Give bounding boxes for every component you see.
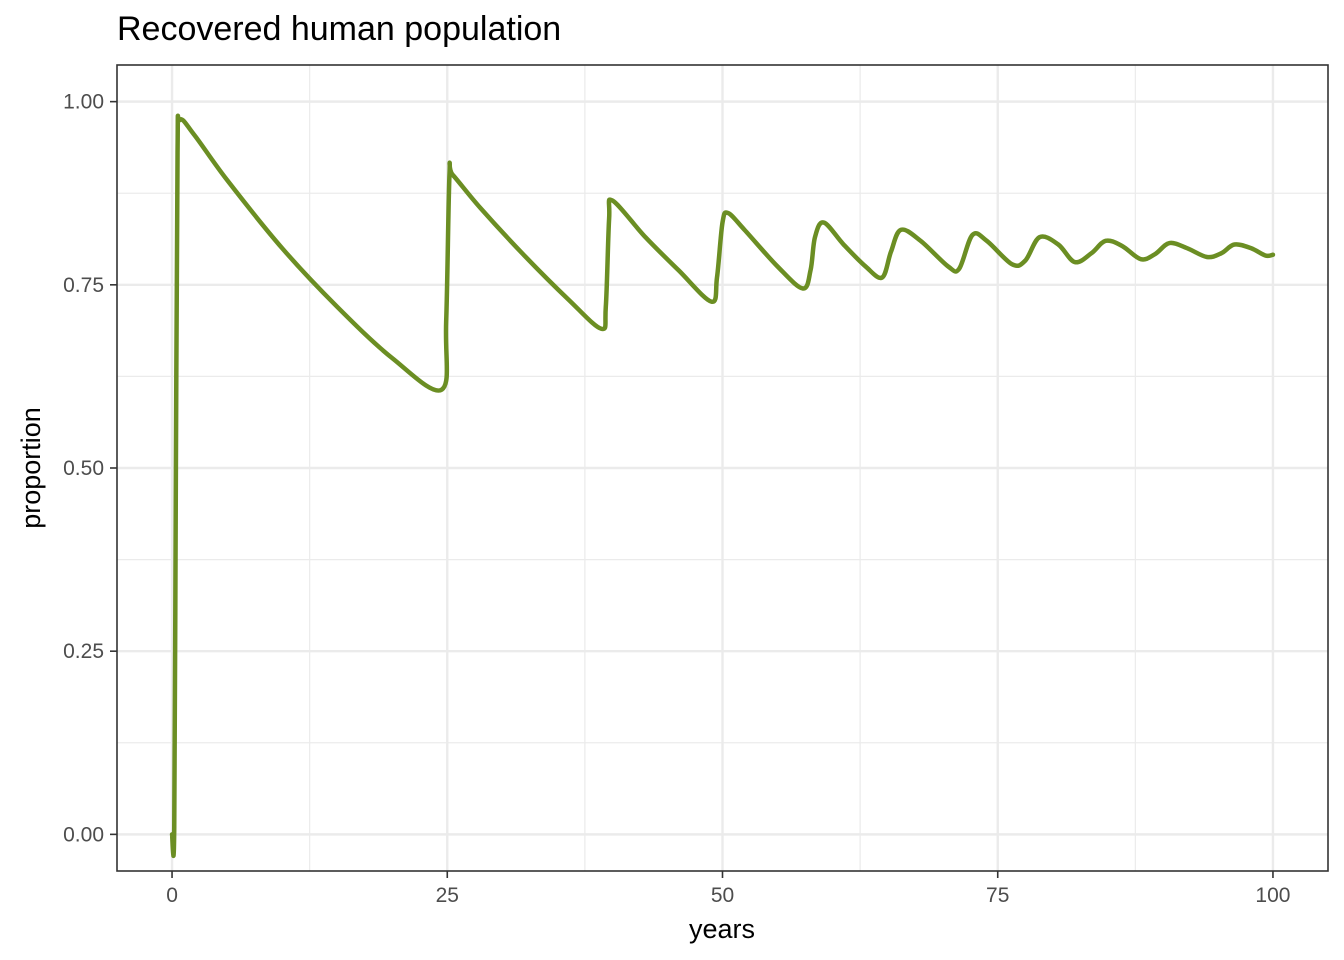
x-tick-label: 25 (436, 884, 459, 907)
chart-title: Recovered human population (117, 10, 561, 48)
series-line (169, 113, 1276, 859)
plot-area (116, 64, 1329, 872)
x-tick-label: 50 (711, 884, 734, 907)
y-tick-label: 0.75 (63, 274, 104, 297)
x-tick-label: 75 (986, 884, 1009, 907)
x-axis: 0 25 50 75 100 (166, 871, 1290, 907)
x-tick-label: 0 (166, 884, 178, 907)
y-tick-label: 1.00 (63, 91, 104, 114)
x-tick-label: 100 (1255, 884, 1290, 907)
major-gridlines (117, 65, 1328, 871)
y-tick-label: 0.00 (63, 823, 104, 846)
y-axis: 0.00 0.25 0.50 0.75 1.00 (63, 91, 117, 846)
y-tick-label: 0.25 (63, 640, 104, 663)
x-axis-title: years (689, 914, 755, 944)
series-layer (169, 113, 1276, 859)
y-tick-label: 0.50 (63, 457, 104, 480)
y-axis-title: proportion (16, 407, 46, 529)
